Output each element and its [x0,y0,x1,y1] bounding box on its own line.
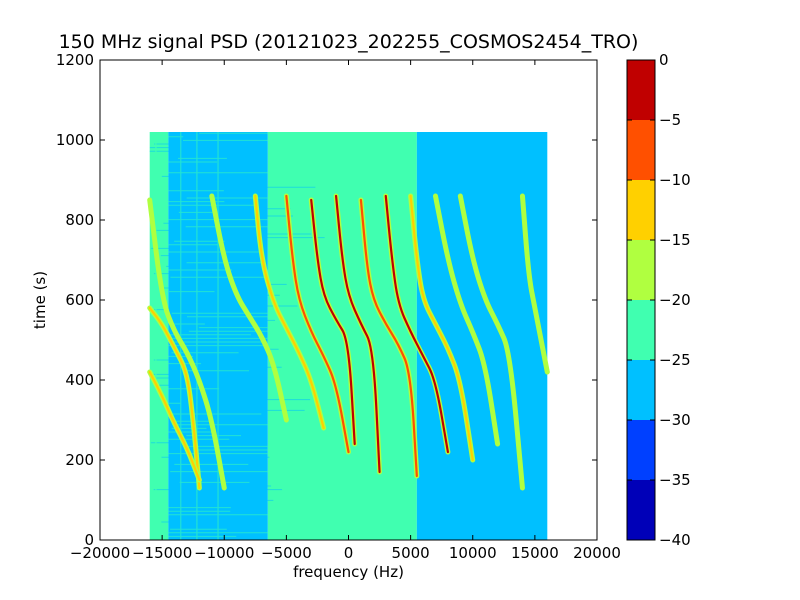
colorbar-tick-label: −15 [659,231,691,249]
signal-trace [359,198,418,478]
signal-trace [210,194,288,422]
colorbar-band [627,60,655,120]
plot-area [147,132,550,540]
y-tick-label: 1000 [56,131,94,149]
colorbar-tick-label: −30 [659,411,691,429]
signal-trace [148,198,226,490]
colorbar-tick-label: −25 [659,351,691,369]
colorbar-band [627,180,655,240]
signal-trace [521,194,549,374]
colorbar-band [627,420,655,480]
x-tick-label: −20000 [70,544,130,562]
y-tick-label: 400 [65,371,94,389]
y-tick-label: 200 [65,451,94,469]
colorbar-tick-label: 0 [659,51,669,69]
signal-trace [310,198,356,446]
colorbar-band [627,240,655,300]
signal-trace [148,370,201,482]
x-tick-label: −15000 [132,544,192,562]
signal-trace [148,306,201,490]
colorbar-band [627,120,655,180]
signal-trace [384,194,449,454]
x-tick-label: −5000 [261,544,312,562]
colorbar-band [627,360,655,420]
colorbar: −40 −35 −30 −25 −20 −15 −10 −5 0 [626,51,691,549]
x-tick-label: 10000 [449,544,497,562]
signal-trace [254,194,325,430]
axes: −20000 −15000 −10000 −5000 0 5000 10000 15000 20… [56,51,621,562]
colorbar-tick-label: −35 [659,471,691,489]
colorbar-tick-label: −5 [659,111,681,129]
colorbar-tick-label: −20 [659,291,691,309]
y-tick-label: 0 [84,531,94,549]
signal-trace [434,194,499,446]
y-tick-label: 600 [65,291,94,309]
x-axis-title: frequency (Hz) [293,563,404,581]
colorbar-tick-label: −40 [659,531,691,549]
signal-trace [334,194,381,474]
x-tick-label: 15000 [511,544,559,562]
signal-trace [459,194,524,490]
signal-trace [285,194,350,454]
chart-title: 150 MHz signal PSD (20121023_202255_COSM… [59,31,639,53]
colorbar-tick-label: −10 [659,171,691,189]
colorbar-band [627,480,655,540]
y-axis-title: time (s) [31,271,49,329]
y-tick-label: 800 [65,211,94,229]
heatmap-region-3 [416,132,548,540]
colorbar-band [627,300,655,360]
x-tick-label: 0 [344,544,354,562]
y-tick-label: 1200 [56,51,94,69]
x-tick-label: −10000 [194,544,254,562]
x-tick-label: 20000 [573,544,621,562]
signal-trace [409,194,474,462]
x-tick-label: 5000 [392,544,430,562]
